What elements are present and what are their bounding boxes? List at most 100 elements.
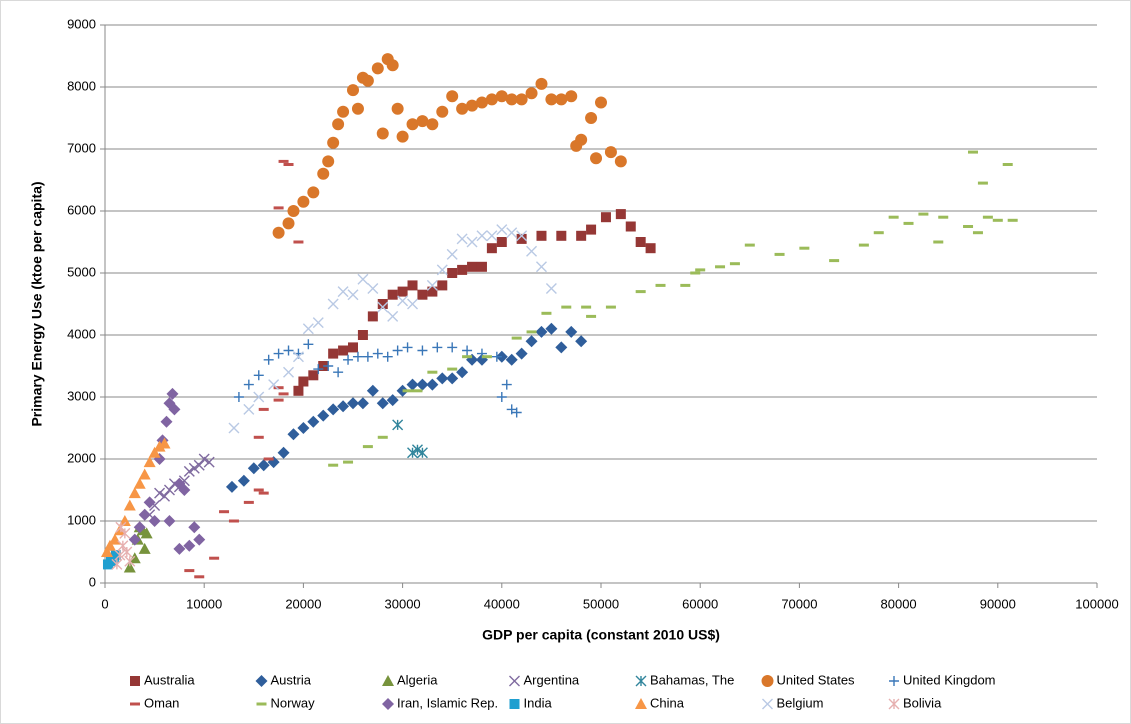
data-point (237, 474, 250, 487)
data-point (963, 225, 974, 228)
data-point (272, 226, 285, 239)
data-point (268, 379, 280, 391)
data-point (575, 335, 588, 348)
y-tick-label: 6000 (67, 202, 96, 217)
data-point (605, 305, 616, 309)
data-point (585, 112, 598, 124)
data-point (427, 286, 438, 297)
data-point (466, 236, 478, 248)
x-tick-label: 50000 (583, 596, 619, 611)
data-point (111, 558, 123, 570)
x-tick-label: 90000 (980, 596, 1016, 611)
data-point (283, 366, 295, 378)
data-point (505, 353, 518, 366)
data-point (386, 59, 399, 72)
data-point (476, 230, 488, 242)
data-point (495, 90, 508, 103)
data-point (198, 453, 210, 465)
data-point (416, 378, 429, 391)
data-point (565, 90, 578, 103)
data-point (317, 167, 330, 180)
data-point (680, 283, 691, 287)
data-point (446, 372, 459, 385)
data-point (432, 342, 443, 353)
data-point (446, 248, 458, 260)
data-point (362, 445, 373, 449)
data-point (188, 462, 200, 474)
data-point (159, 490, 171, 502)
data-point (317, 409, 330, 422)
data-point (297, 422, 310, 434)
data-point (586, 224, 597, 235)
data-point (219, 510, 230, 514)
data-point (243, 379, 254, 390)
data-point (128, 552, 141, 564)
data-point (351, 102, 364, 115)
data-point (138, 508, 151, 521)
data-point (110, 550, 121, 561)
data-point (273, 348, 284, 359)
data-point (586, 314, 597, 318)
data-point (328, 348, 339, 359)
data-point (486, 230, 498, 242)
data-point (545, 93, 558, 106)
data-point (476, 261, 487, 272)
data-point (406, 118, 419, 131)
data-point (1002, 163, 1013, 166)
data-point (655, 283, 666, 287)
data-point (918, 212, 929, 216)
data-point (193, 533, 206, 546)
data-point (581, 305, 592, 309)
data-point (133, 477, 146, 489)
data-point (293, 240, 304, 244)
data-point (133, 521, 146, 534)
data-point (337, 400, 350, 413)
data-point (829, 259, 840, 263)
data-point (417, 345, 428, 356)
x-tick-label: 40000 (484, 596, 520, 611)
data-point (695, 268, 706, 272)
data-point (277, 446, 290, 459)
data-point (556, 230, 567, 241)
data-point (535, 261, 547, 273)
data-point (188, 521, 201, 534)
data-point (506, 227, 518, 239)
data-point (143, 496, 156, 509)
y-tick-label: 5000 (67, 264, 96, 279)
legend-marker (509, 675, 520, 687)
data-point (402, 389, 413, 393)
data-point (536, 230, 547, 241)
data-point (511, 407, 522, 418)
data-point (377, 299, 388, 309)
data-point (407, 280, 418, 291)
data-point (366, 384, 379, 397)
data-point (516, 233, 527, 244)
data-point (858, 243, 869, 247)
data-point (525, 335, 538, 348)
data-point (357, 330, 368, 340)
legend-marker (635, 675, 647, 687)
data-point (496, 237, 507, 247)
data-point (183, 465, 195, 477)
data-point (292, 351, 304, 363)
y-tick-label: 3000 (67, 388, 96, 403)
data-point (982, 215, 993, 219)
data-point (258, 491, 269, 495)
data-point (436, 105, 449, 118)
data-point (729, 262, 740, 266)
data-point (545, 283, 557, 294)
data-point (228, 519, 239, 523)
x-tick-label: 80000 (881, 596, 917, 611)
data-point (243, 500, 254, 504)
data-point (391, 102, 404, 115)
data-point (888, 215, 899, 219)
data-point (303, 339, 314, 350)
data-point (615, 209, 626, 220)
data-point (323, 361, 334, 371)
data-point (466, 99, 479, 112)
data-point (426, 378, 439, 391)
data-point (178, 484, 191, 496)
data-point (387, 289, 398, 300)
y-tick-label: 1000 (67, 512, 96, 527)
